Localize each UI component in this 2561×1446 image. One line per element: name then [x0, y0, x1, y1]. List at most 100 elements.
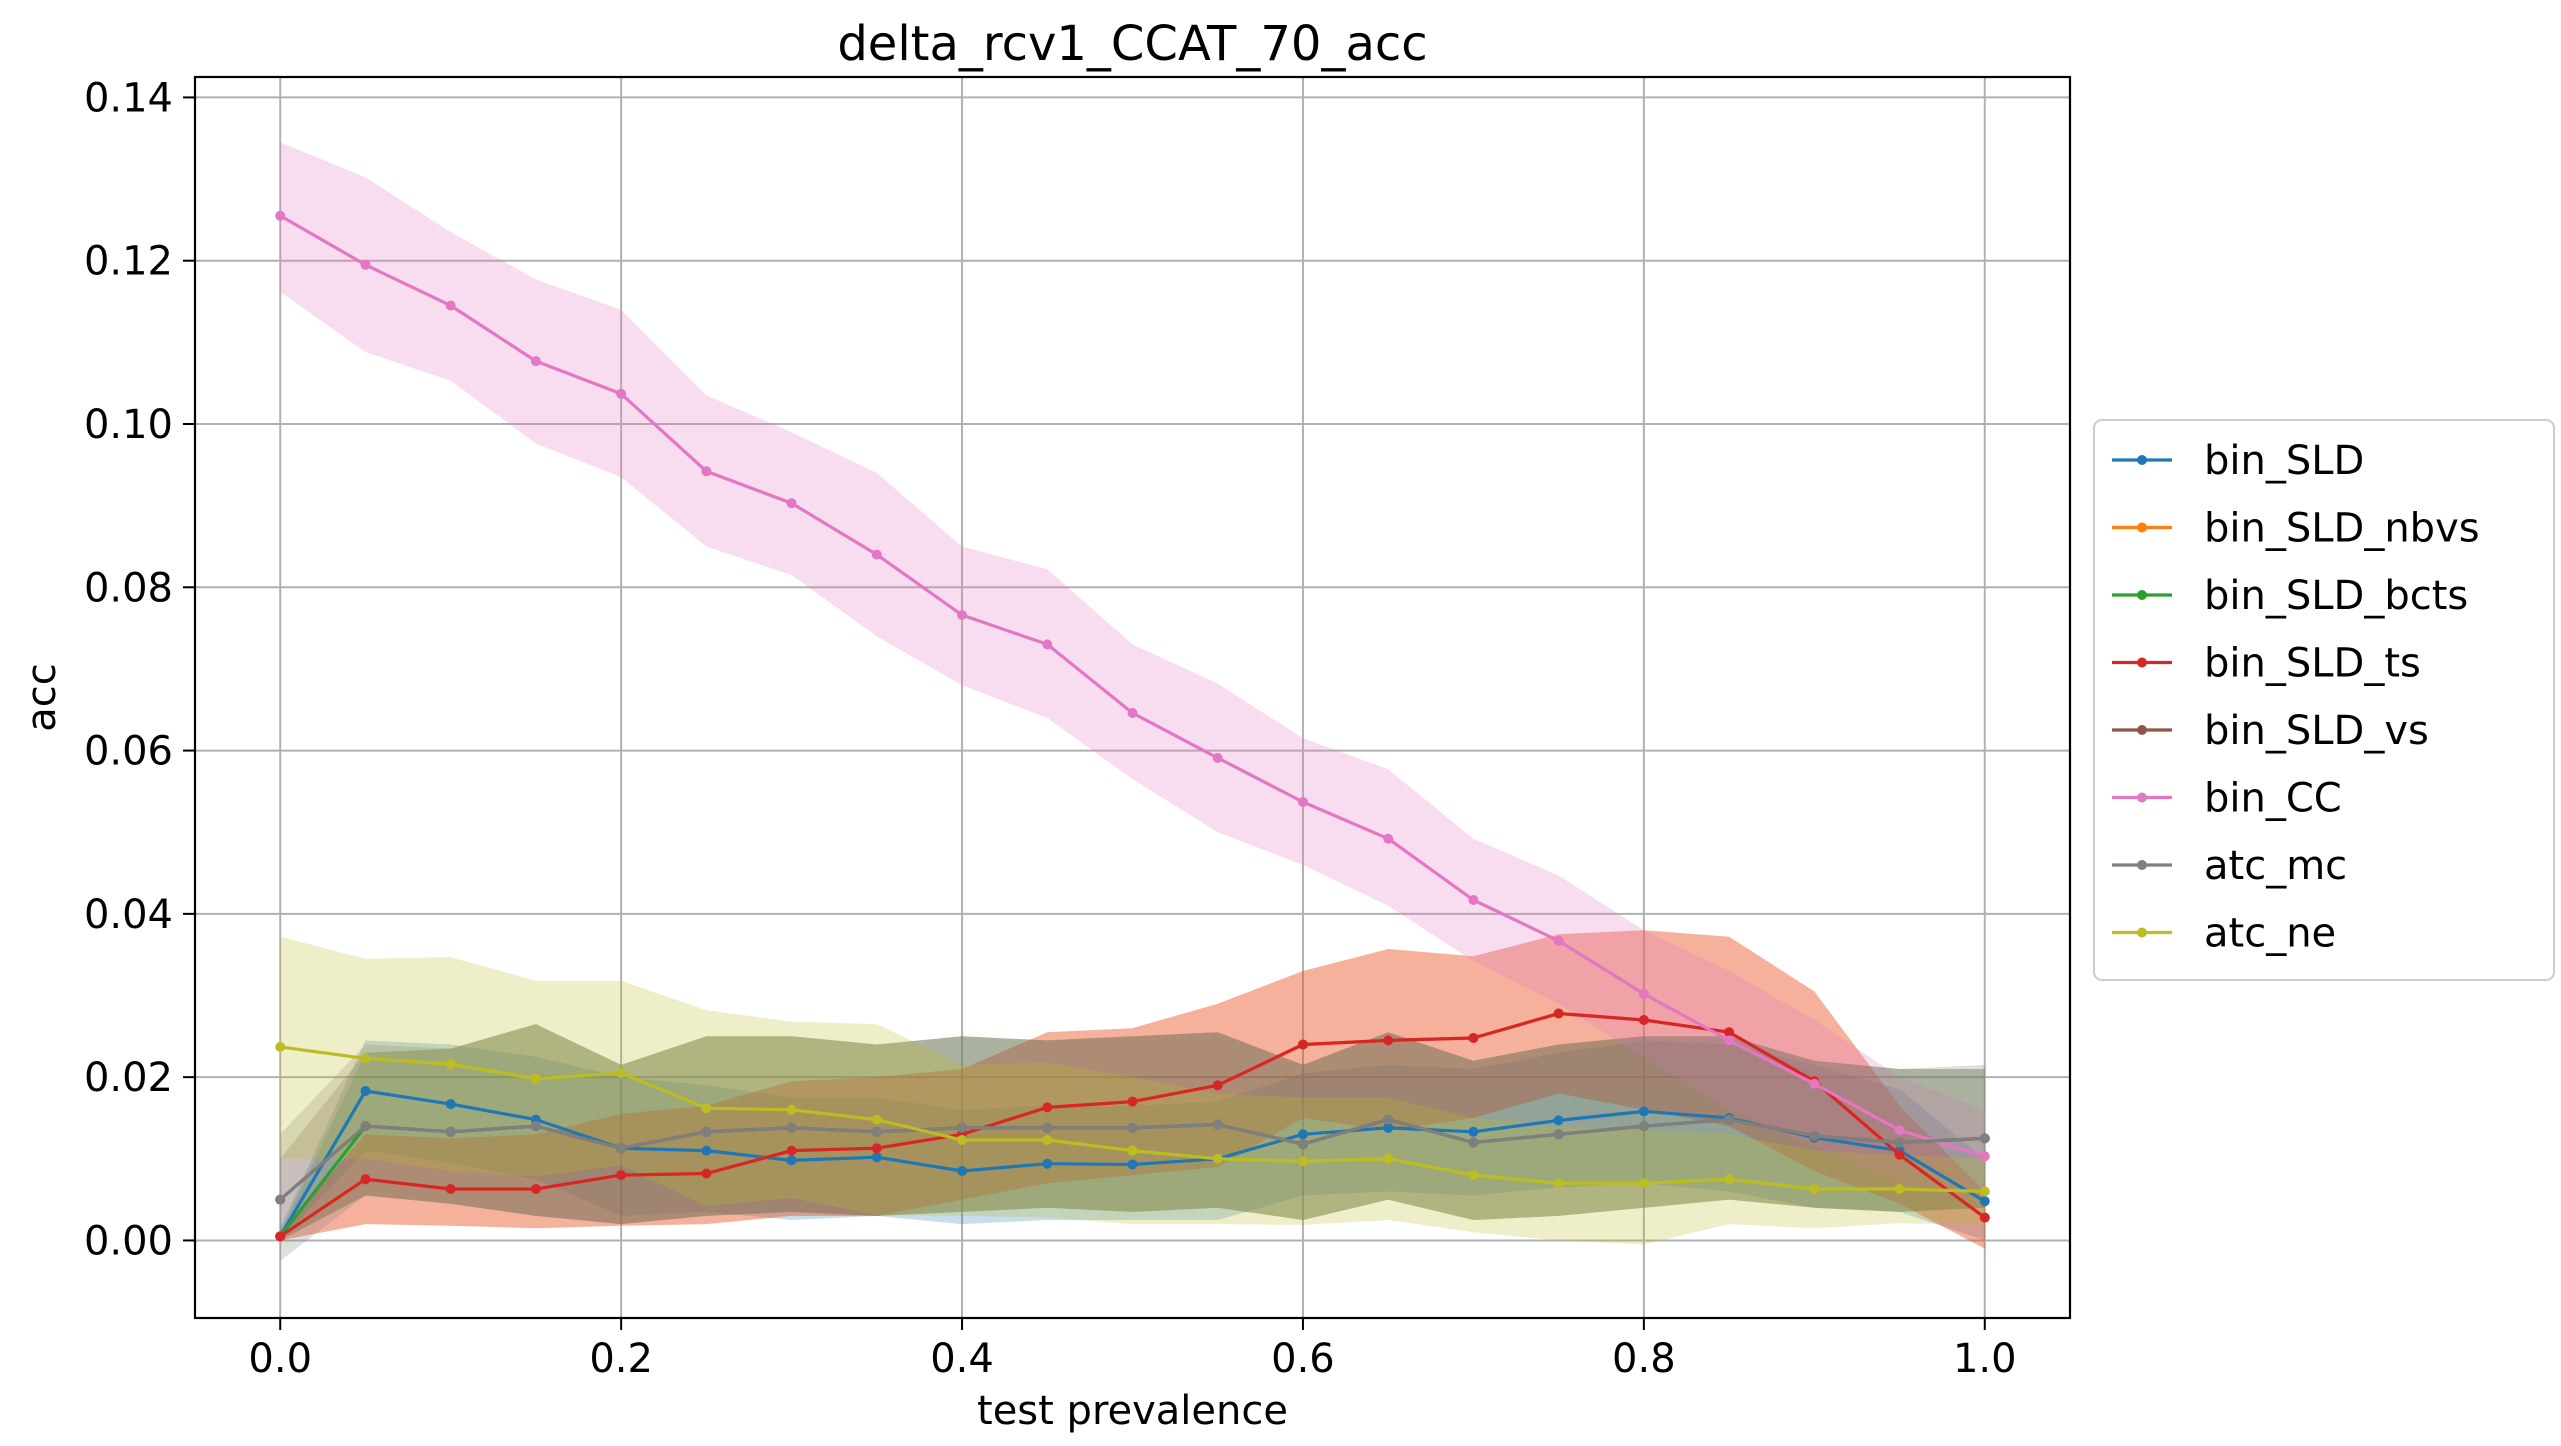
bin-sld-ts-point [1298, 1039, 1308, 1050]
bin-cc-point [871, 549, 882, 560]
bin-sld-ts-point [1553, 1008, 1564, 1019]
atc-ne-point [360, 1053, 371, 1064]
bin-sld-point [1383, 1122, 1394, 1133]
bin-sld-vs-legend-marker [2137, 725, 2147, 735]
y-tick-label: 0.08 [84, 565, 173, 611]
bin-sld-band [280, 1040, 1985, 1241]
legend-frame [2093, 419, 2555, 981]
bin-sld-point [1979, 1196, 1990, 1207]
bin-cc-point [1724, 1035, 1735, 1046]
atc-mc-point [445, 1126, 456, 1137]
chart-title: delta_rcv1_CCAT_70_acc [837, 16, 1427, 72]
bin-sld-ts-point [1724, 1027, 1735, 1038]
atc-mc-point [1127, 1122, 1138, 1133]
atc-mc-point [1212, 1119, 1223, 1130]
atc-mc-point [786, 1122, 797, 1133]
bin-sld-ts-point [1979, 1212, 1990, 1223]
bin-sld-ts-point [1127, 1096, 1138, 1107]
atc-mc-point [1042, 1122, 1053, 1133]
atc-ne-point [1383, 1153, 1394, 1164]
bin-cc-point [1212, 752, 1223, 763]
bin-sld-ts-point [1468, 1033, 1479, 1043]
atc-ne-point [1042, 1135, 1053, 1145]
bin-sld-point [871, 1152, 882, 1163]
atc-mc-point [360, 1121, 371, 1132]
legend: bin_SLD bin_SLD_nbvs bin_SLD_bcts bin_SLD_t… [2093, 419, 2555, 981]
x-axis-label: test prevalence [977, 1388, 1288, 1434]
atc-mc-point [1468, 1137, 1479, 1148]
atc-ne-point [1553, 1178, 1564, 1189]
atc-ne-point [871, 1114, 882, 1125]
bin-cc-point [1809, 1078, 1820, 1089]
bin-sld-point [1553, 1115, 1564, 1126]
legend-label-bin-cc: bin_CC [2204, 776, 2342, 822]
bin-sld-ts-point [275, 1231, 286, 1242]
legend-label-bin-sld-vs: bin_SLD_vs [2204, 708, 2429, 754]
bin-sld-bcts-legend-marker [2137, 590, 2147, 600]
atc-mc-point [616, 1143, 627, 1154]
bin-cc-point [1042, 639, 1053, 650]
atc-ne-point [530, 1073, 541, 1084]
y-tick-label: 0.10 [84, 402, 173, 448]
atc-mc-band [280, 1024, 1985, 1261]
bin-sld-point [701, 1145, 712, 1156]
atc-ne-point [1979, 1186, 1990, 1197]
bin-sld-ts-legend-marker [2137, 657, 2147, 668]
bin-sld-legend-marker [2137, 455, 2147, 465]
bin-cc-point [360, 259, 371, 270]
atc-ne-point [445, 1059, 456, 1070]
bin-sld-ts-point [445, 1184, 456, 1194]
y-tick-label: 0.00 [84, 1218, 173, 1264]
bin-cc-point [786, 498, 797, 509]
plot-frame [193, 75, 2072, 1320]
y-tick-label: 0.04 [84, 892, 173, 938]
bin-cc-point [616, 388, 627, 399]
atc-ne-point [1638, 1178, 1649, 1189]
atc-ne-point [1127, 1145, 1138, 1156]
atc-mc-point [1298, 1139, 1308, 1150]
legend-label-bin-sld-nbvs: bin_SLD_nbvs [2204, 506, 2480, 552]
bin-cc-point [1127, 708, 1138, 718]
legend-label-atc-ne: atc_ne [2204, 911, 2336, 957]
atc-ne-legend-marker [2137, 927, 2147, 938]
bin-sld-ts-point [360, 1174, 371, 1185]
bin-cc-legend-marker [2137, 792, 2147, 803]
bin-cc-point [957, 610, 967, 620]
bin-sld-point [957, 1166, 967, 1176]
bin-sld-point [445, 1099, 456, 1110]
atc-mc-point [275, 1194, 286, 1205]
bin-cc-point [1468, 895, 1479, 905]
bin-sld-point [1468, 1126, 1479, 1137]
atc-mc-point [1724, 1114, 1735, 1125]
atc-mc-point [871, 1126, 882, 1137]
atc-ne-point [1212, 1153, 1223, 1164]
legend-label-bin-sld: bin_SLD [2204, 438, 2364, 484]
atc-ne-point [275, 1041, 286, 1052]
axis-ticks: 0.0 0.2 0.4 0.6 0.8 1.0 0.00 0.02 0.04 0.06 0.08 0.… [84, 75, 2017, 1382]
bin-sld-ts-point [701, 1168, 712, 1179]
atc-mc-point [1553, 1129, 1564, 1140]
bin-cc-point [1553, 935, 1564, 946]
bin-sld-ts-point [530, 1184, 541, 1194]
bin-sld-ts-point [1894, 1149, 1905, 1160]
y-axis-label: acc [19, 663, 65, 732]
atc-ne-point [1724, 1174, 1735, 1185]
y-tick-label: 0.02 [84, 1055, 173, 1101]
atc-ne-point [1468, 1170, 1479, 1181]
atc-ne-point [1298, 1156, 1308, 1167]
atc-mc-legend-marker [2137, 860, 2147, 870]
atc-mc-point [1809, 1130, 1820, 1141]
legend-label-bin-sld-ts: bin_SLD_ts [2204, 641, 2421, 687]
bin-cc-point [701, 466, 712, 477]
bin-sld-ts-point [616, 1170, 627, 1181]
bin-sld-ts-point [786, 1145, 797, 1156]
atc-mc-point [1383, 1114, 1394, 1125]
atc-ne-point [786, 1104, 797, 1115]
bin-cc-point [275, 210, 286, 221]
grid [195, 77, 2070, 1318]
atc-mc-point [1638, 1121, 1649, 1132]
bin-cc-point [445, 300, 456, 311]
x-tick-label: 0.8 [1612, 1336, 1676, 1382]
legend-label-atc-mc: atc_mc [2204, 843, 2347, 889]
